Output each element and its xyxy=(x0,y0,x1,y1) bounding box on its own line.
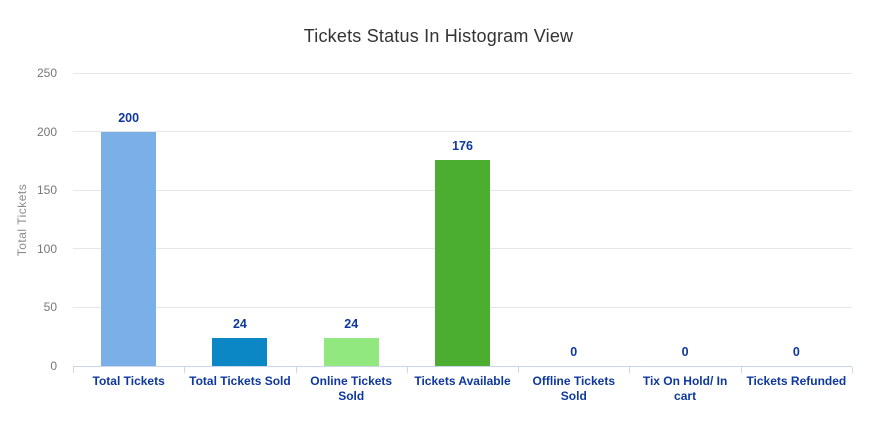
bar-value-label: 0 xyxy=(681,345,689,359)
x-category-label: Tickets Refunded xyxy=(746,374,847,388)
chart-title: Tickets Status In Histogram View xyxy=(303,26,574,46)
bar-value-label: 24 xyxy=(232,316,247,331)
y-axis-tick-label: 50 xyxy=(43,300,57,315)
x-axis-line xyxy=(73,366,852,367)
x-axis-tick xyxy=(406,367,408,373)
bar-value-label: 0 xyxy=(570,345,578,359)
x-axis-tick xyxy=(629,367,631,373)
x-category-label: Total Tickets Sold xyxy=(189,374,291,388)
gridline xyxy=(73,72,852,74)
x-category-label: Online Tickets Sold xyxy=(310,374,393,403)
x-category-label: Tix On Hold/ In cart xyxy=(642,374,728,403)
x-axis-tick xyxy=(295,367,297,373)
y-axis-tick-label: 100 xyxy=(36,241,57,256)
x-axis-tick xyxy=(73,367,74,373)
bar[interactable] xyxy=(101,131,157,366)
x-axis-tick xyxy=(740,367,742,373)
bar-value-label: 176 xyxy=(452,138,473,153)
x-axis-tick xyxy=(518,367,520,373)
y-axis-tick-label: 150 xyxy=(36,183,57,198)
x-category-label: Total Tickets xyxy=(92,374,165,388)
bar[interactable] xyxy=(212,337,268,366)
y-axis-tick-label: 200 xyxy=(36,124,57,139)
y-axis-tick-label: 0 xyxy=(50,359,57,373)
x-axis-tick xyxy=(852,367,853,373)
gridline xyxy=(73,131,852,133)
y-axis-tick-label: 250 xyxy=(36,66,57,80)
bar[interactable] xyxy=(323,337,379,366)
x-category-label: Offline Tickets Sold xyxy=(532,374,616,403)
x-axis-tick xyxy=(184,367,186,373)
bar-value-label: 200 xyxy=(118,110,140,125)
x-category-label: Tickets Available xyxy=(414,374,511,388)
bar-value-label: 0 xyxy=(792,345,800,359)
bar[interactable] xyxy=(435,159,490,366)
bar-value-label: 24 xyxy=(344,316,359,331)
